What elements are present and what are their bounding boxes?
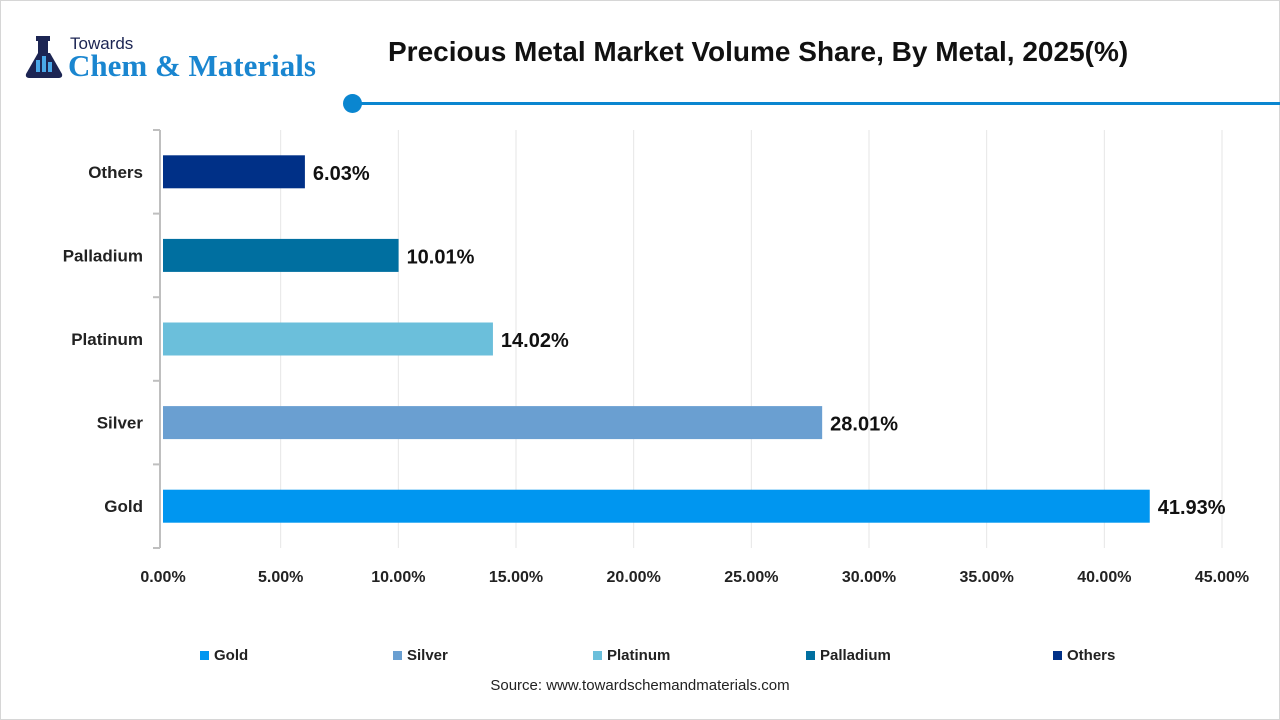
logo: Towards Chem & Materials: [22, 34, 316, 85]
x-tick-label: 35.00%: [960, 569, 1014, 586]
logo-text-main: Chem & Materials: [68, 48, 316, 83]
legend-swatch: [393, 651, 402, 660]
x-tick-label: 30.00%: [842, 569, 896, 586]
data-label: 6.03%: [313, 163, 370, 185]
x-tick-label: 0.00%: [140, 569, 185, 586]
logo-text-towards: Towards: [70, 34, 134, 53]
x-tick-label: 45.00%: [1195, 569, 1249, 586]
legend-swatch: [806, 651, 815, 660]
legend-swatch: [200, 651, 209, 660]
source-text: Source: www.towardschemandmaterials.com: [490, 677, 790, 694]
legend-label: Silver: [407, 647, 448, 664]
bar-platinum: [163, 322, 493, 356]
data-label: 14.02%: [501, 330, 569, 352]
flask-icon: [25, 36, 63, 78]
x-tick-label: 20.00%: [607, 569, 661, 586]
bar-silver: [163, 406, 823, 440]
bar-chart: 0.00% 5.00% 10.00% 15.00% 20.00% 25.00% 30.00%…: [63, 129, 1249, 586]
legend-label: Palladium: [820, 647, 891, 664]
legend-item-palladium: Palladium: [806, 647, 891, 664]
data-label: 28.01%: [830, 414, 898, 436]
legend-item-platinum: Platinum: [593, 647, 670, 664]
x-tick-label: 10.00%: [371, 569, 425, 586]
legend-swatch: [1053, 651, 1062, 660]
y-category-label: Silver: [97, 414, 144, 433]
x-tick-label: 15.00%: [489, 569, 543, 586]
legend-item-silver: Silver: [393, 647, 448, 664]
bar-others: [163, 155, 305, 189]
legend-label: Others: [1067, 647, 1116, 664]
bar-palladium: [163, 238, 399, 272]
legend-item-others: Others: [1053, 647, 1115, 664]
x-tick-label: 25.00%: [724, 569, 778, 586]
legend-label: Platinum: [607, 647, 671, 664]
bar-gold: [163, 489, 1150, 523]
x-tick-label: 40.00%: [1077, 569, 1131, 586]
legend: Gold Silver Platinum Palladium Others: [0, 647, 1280, 667]
legend-item-gold: Gold: [200, 647, 248, 664]
y-category-label: Gold: [104, 497, 143, 516]
title-underline: [352, 102, 1280, 105]
title-underline-dot: [343, 94, 362, 113]
data-label: 41.93%: [1158, 497, 1226, 519]
y-category-label: Platinum: [71, 330, 143, 349]
chart-title: Precious Metal Market Volume Share, By M…: [388, 36, 1129, 67]
legend-swatch: [593, 651, 602, 660]
legend-label: Gold: [214, 647, 249, 664]
y-category-label: Others: [88, 163, 143, 182]
data-label: 10.01%: [407, 246, 475, 268]
y-category-label: Palladium: [63, 246, 143, 265]
x-tick-label: 5.00%: [258, 569, 303, 586]
